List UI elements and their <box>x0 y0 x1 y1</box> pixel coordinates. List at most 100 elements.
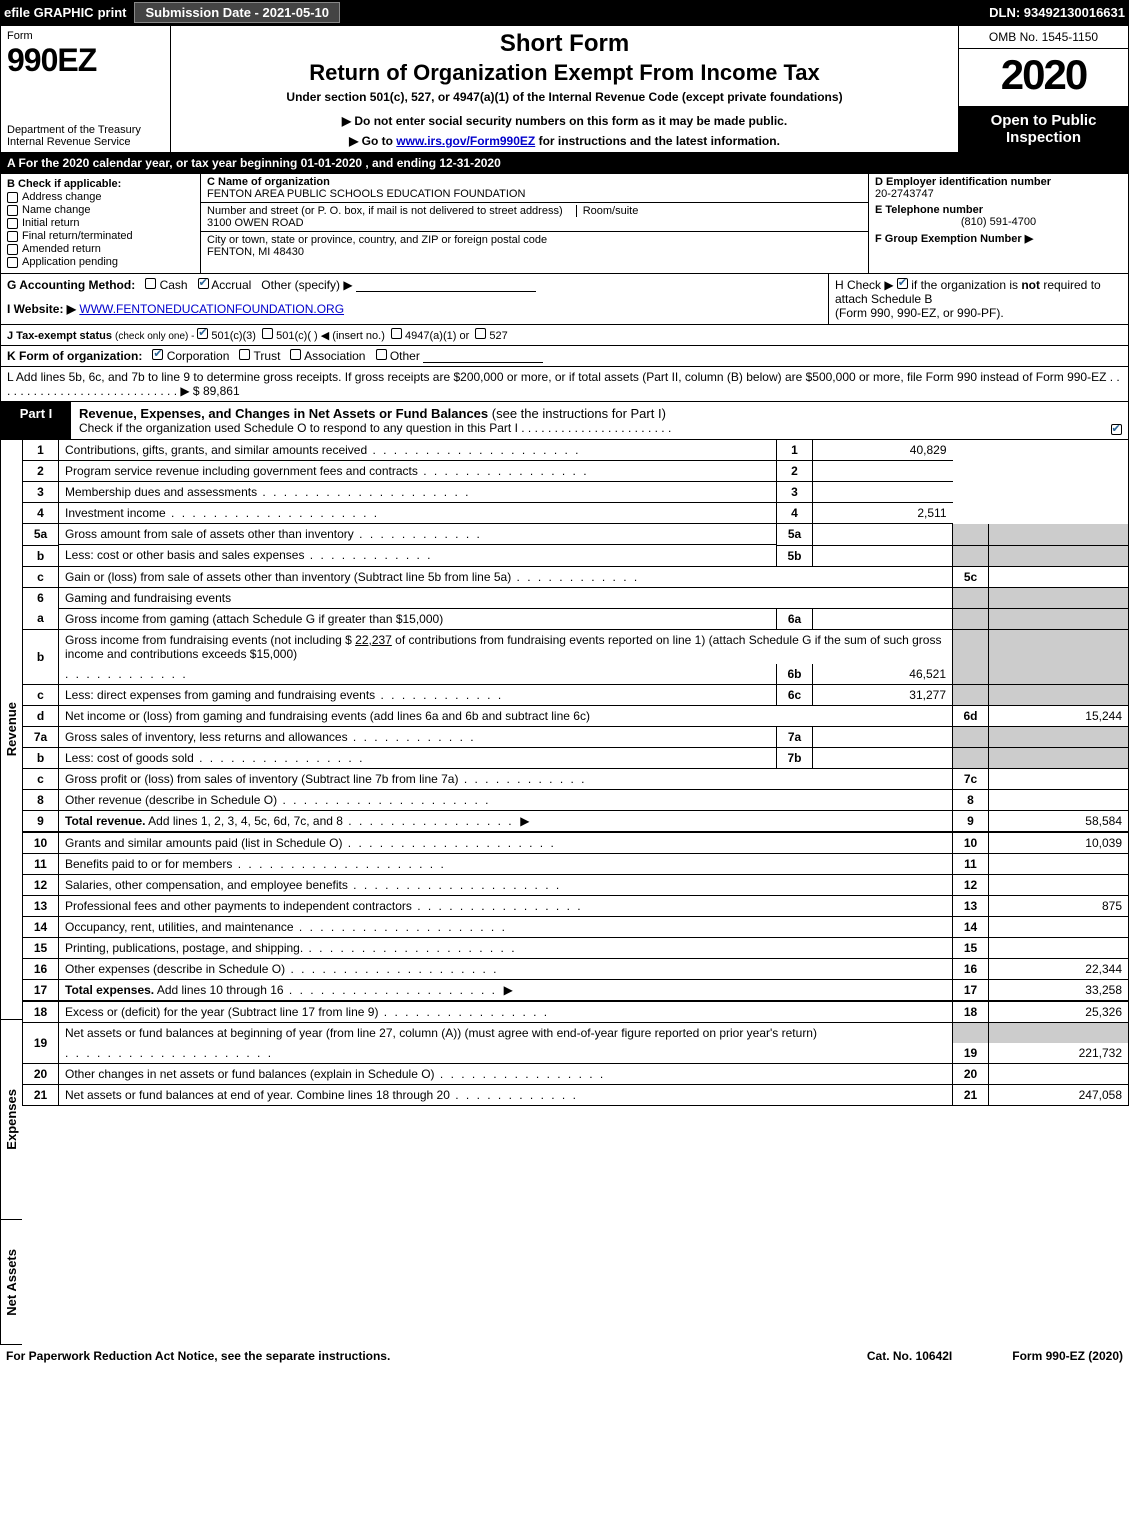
table-row: 6b46,521 <box>23 664 1129 685</box>
table-row: 8Other revenue (describe in Schedule O)8 <box>23 789 1129 810</box>
c-addr-row: Number and street (or P. O. box, if mail… <box>201 203 868 232</box>
k-label: K Form of organization: <box>7 349 142 363</box>
irs: Internal Revenue Service <box>7 136 164 148</box>
h-text2: if the organization is <box>911 278 1021 292</box>
chk-schedule-b[interactable] <box>897 278 908 289</box>
table-row: 12Salaries, other compensation, and empl… <box>23 874 1129 895</box>
org-city: FENTON, MI 48430 <box>207 246 304 258</box>
table-row: 6Gaming and fundraising events <box>23 587 1129 608</box>
table-row: cGross profit or (loss) from sales of in… <box>23 768 1129 789</box>
side-expenses: Expenses <box>0 1020 22 1220</box>
dln: DLN: 93492130016631 <box>989 5 1125 20</box>
footer: For Paperwork Reduction Act Notice, see … <box>0 1345 1129 1367</box>
footer-right: Form 990-EZ (2020) <box>1012 1349 1123 1363</box>
header-left: Form 990EZ Department of the Treasury In… <box>1 26 171 152</box>
col-c: C Name of organization FENTON AREA PUBLI… <box>201 174 868 273</box>
other-org-input[interactable] <box>423 362 543 363</box>
table-row: dNet income or (loss) from gaming and fu… <box>23 705 1129 726</box>
chk-trust[interactable] <box>239 349 250 360</box>
chk-initial-return[interactable]: Initial return <box>7 217 194 229</box>
ein: 20-2743747 <box>875 188 934 200</box>
j-sub: (check only one) - <box>115 331 197 342</box>
table-row: 10Grants and similar amounts paid (list … <box>23 832 1129 854</box>
goto-pre: ▶ Go to <box>349 134 396 148</box>
i-label: I Website: ▶ <box>7 302 76 316</box>
chk-4947[interactable] <box>391 328 402 339</box>
table-row: a Gross income from gaming (attach Sched… <box>23 608 1129 629</box>
table-row: 14Occupancy, rent, utilities, and mainte… <box>23 916 1129 937</box>
row-i-inline: I Website: ▶ WWW.FENTONEDUCATIONFOUNDATI… <box>7 302 822 316</box>
line-a: A For the 2020 calendar year, or tax yea… <box>0 153 1129 174</box>
form-label: Form <box>7 30 164 42</box>
chk-final-return[interactable]: Final return/terminated <box>7 230 194 242</box>
c-name-row: C Name of organization FENTON AREA PUBLI… <box>201 174 868 203</box>
table-row: 7a Gross sales of inventory, less return… <box>23 726 1129 747</box>
part1-tag: Part I <box>1 402 71 439</box>
table-row: 17Total expenses. Add lines 10 through 1… <box>23 979 1129 1001</box>
irs-link[interactable]: www.irs.gov/Form990EZ <box>396 134 535 148</box>
chk-application-pending[interactable]: Application pending <box>7 256 194 268</box>
warning-line: ▶ Do not enter social security numbers o… <box>179 114 950 128</box>
chk-schedule-o[interactable] <box>1111 424 1122 435</box>
d-row: D Employer identification number 20-2743… <box>869 174 1128 202</box>
table-row: b Less: cost of goods sold 7b <box>23 747 1129 768</box>
row-gh: G Accounting Method: Cash Accrual Other … <box>0 274 1129 325</box>
table-row: 19221,732 <box>23 1043 1129 1064</box>
room-label: Room/suite <box>576 205 639 217</box>
chk-assoc[interactable] <box>290 349 301 360</box>
e-label: E Telephone number <box>875 204 983 216</box>
row-k: K Form of organization: Corporation Trus… <box>0 346 1129 367</box>
chk-501c3[interactable] <box>197 328 208 339</box>
chk-corp[interactable] <box>152 349 163 360</box>
chk-527[interactable] <box>475 328 486 339</box>
part1-title: Revenue, Expenses, and Changes in Net As… <box>71 402 1104 439</box>
part1-sub: Check if the organization used Schedule … <box>79 421 1096 435</box>
goto-line: ▶ Go to www.irs.gov/Form990EZ for instru… <box>179 134 950 148</box>
chk-address-change[interactable]: Address change <box>7 191 194 203</box>
h-text1: H Check ▶ <box>835 278 897 292</box>
footer-cat: Cat. No. 10642I <box>867 1349 952 1363</box>
table-row: 4Investment income42,511 <box>23 503 1129 524</box>
col-de: D Employer identification number 20-2743… <box>868 174 1128 273</box>
top-bar: efile GRAPHIC print Submission Date - 20… <box>0 0 1129 25</box>
c-name-label: C Name of organization <box>207 176 330 188</box>
g-label: G Accounting Method: <box>7 278 135 292</box>
chk-501c[interactable] <box>262 328 273 339</box>
j-label: J Tax-exempt status <box>7 330 112 342</box>
footer-left: For Paperwork Reduction Act Notice, see … <box>6 1349 867 1363</box>
side-col: Revenue Expenses Net Assets <box>0 440 22 1345</box>
table-row: cGain or (loss) from sale of assets othe… <box>23 566 1129 587</box>
h-text4: (Form 990, 990-EZ, or 990-PF). <box>835 306 1004 320</box>
chk-cash[interactable] <box>145 278 156 289</box>
h-not: not <box>1021 278 1040 292</box>
content-col: 1Contributions, gifts, grants, and simil… <box>22 440 1129 1345</box>
row-g: G Accounting Method: Cash Accrual Other … <box>1 274 828 324</box>
table-row: 18Excess or (deficit) for the year (Subt… <box>23 1001 1129 1023</box>
row-j: J Tax-exempt status (check only one) - 5… <box>0 325 1129 346</box>
chk-other-org[interactable] <box>376 349 387 360</box>
header-right: OMB No. 1545-1150 2020 Open to Public In… <box>958 26 1128 152</box>
phone: (810) 591-4700 <box>875 216 1122 228</box>
side-revenue: Revenue <box>0 440 22 1020</box>
f-row: F Group Exemption Number ▶ <box>869 230 1128 273</box>
table-row: 9Total revenue. Total revenue. Add lines… <box>23 810 1129 832</box>
main-table: 1Contributions, gifts, grants, and simil… <box>22 440 1129 1106</box>
chk-amended-return[interactable]: Amended return <box>7 243 194 255</box>
table-row: 15Printing, publications, postage, and s… <box>23 937 1129 958</box>
row-l: L Add lines 5b, 6c, and 7b to line 9 to … <box>0 367 1129 402</box>
table-row: 13Professional fees and other payments t… <box>23 895 1129 916</box>
website-link[interactable]: WWW.FENTONEDUCATIONFOUNDATION.ORG <box>79 302 344 316</box>
chk-name-change[interactable]: Name change <box>7 204 194 216</box>
other-specify-input[interactable] <box>356 291 536 292</box>
table-row: 5a Gross amount from sale of assets othe… <box>23 524 1129 546</box>
table-row: c Less: direct expenses from gaming and … <box>23 684 1129 705</box>
chk-accrual[interactable] <box>198 278 209 289</box>
open-inspection: Open to Public Inspection <box>959 106 1128 152</box>
efile-label: efile GRAPHIC <box>4 5 94 20</box>
submission-date: Submission Date - 2021-05-10 <box>134 2 340 23</box>
table-row: 1Contributions, gifts, grants, and simil… <box>23 440 1129 461</box>
table-row: b Gross income from fundraising events (… <box>23 629 1129 664</box>
title-short-form: Short Form <box>179 30 950 58</box>
table-row: 3Membership dues and assessments3 <box>23 482 1129 503</box>
print-label[interactable]: print <box>98 5 127 20</box>
